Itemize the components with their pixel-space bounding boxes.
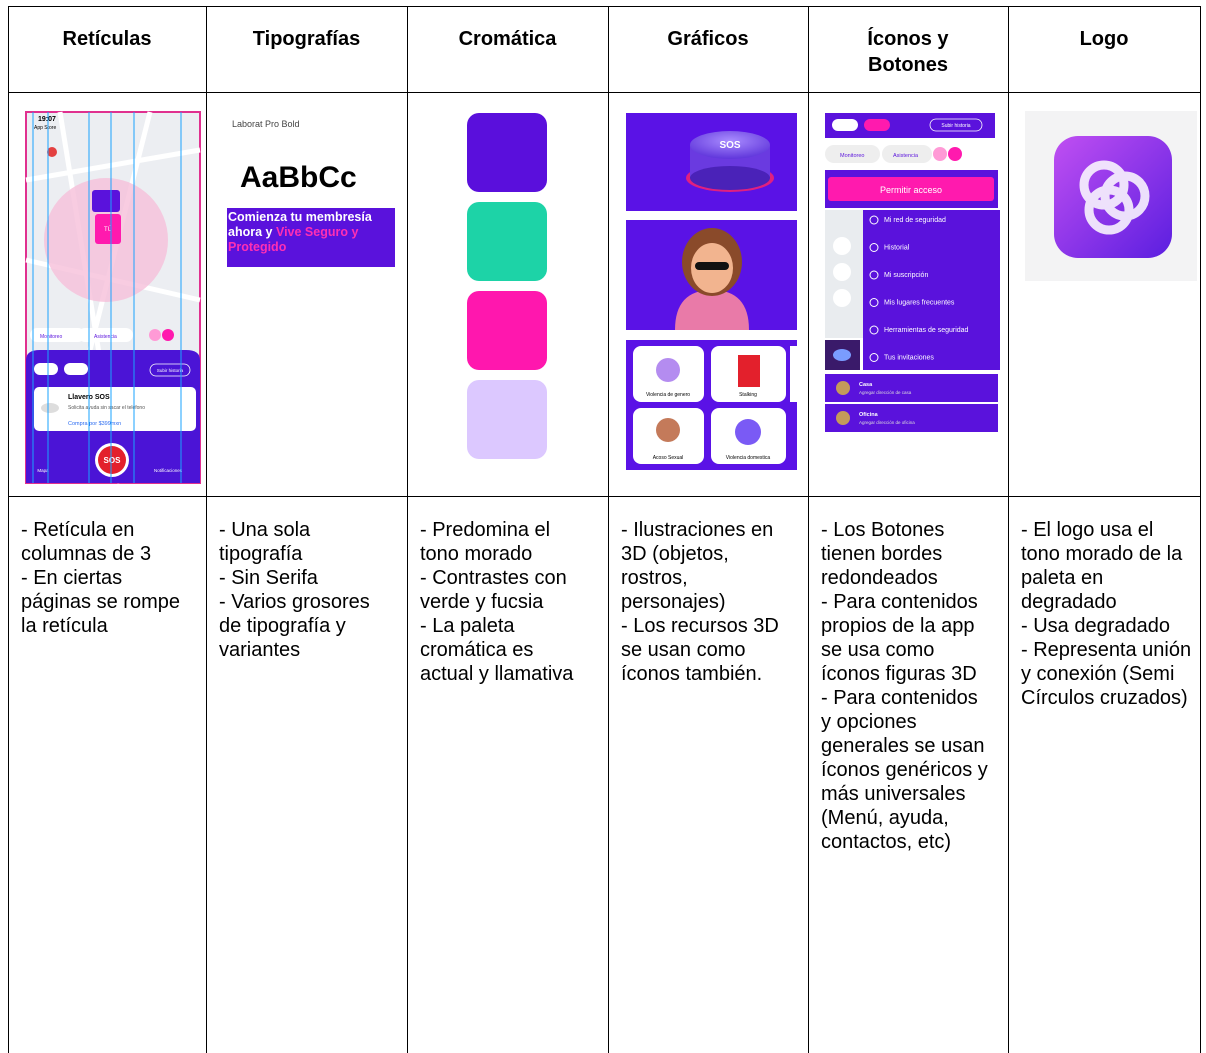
note-line: - Para contenidos y opciones generales s… <box>821 687 988 853</box>
graphics-sample: SOS Violencia de genero Stalking Acoso S… <box>626 113 797 470</box>
notes-cell: - Una sola tipografía - Sin Serifa - Vario… <box>219 518 391 662</box>
column-border <box>206 6 207 1053</box>
note-line: - Los Botones tienen bordes redondeados <box>821 519 945 589</box>
place-hint: Agregar dirección de casa <box>859 390 912 395</box>
row-border <box>8 496 1201 497</box>
menu: Mi red de seguridad Historial Mi suscripci… <box>869 215 969 362</box>
row-border <box>8 6 1201 7</box>
note-line: - Varios grosores de tipografía y varian… <box>219 591 370 661</box>
note-line: - En ciertas páginas se rompe la retícul… <box>21 567 180 637</box>
notes-cell: - El logo usa el tono morado de la palet… <box>1021 518 1193 710</box>
note-line: - Representa unión y conexión (Semi Círc… <box>1021 639 1192 709</box>
column-border <box>1200 6 1201 1053</box>
chip: Monitoreo <box>840 153 864 159</box>
note-line: - Usa degradado <box>1021 615 1170 637</box>
note-line: - Predomina el tono morado <box>420 519 551 565</box>
menu-item: Mi suscripción <box>884 272 928 279</box>
menu-item: Mi red de seguridad <box>884 217 946 224</box>
tab: Notificaciones <box>154 468 183 473</box>
column-header: Cromática <box>458 28 557 50</box>
place-name: Casa <box>859 382 873 388</box>
notes-cell: - Retícula en columnas de 3- En ciertas … <box>21 518 193 638</box>
menu-item: Historial <box>884 245 910 252</box>
graphic-sos: SOS <box>719 140 740 151</box>
menu-item: Tus invitaciones <box>884 355 934 362</box>
button: Subir historia <box>941 123 970 129</box>
icons-sample: Subir historia Monitoreo Asistencia Perm… <box>825 113 1000 432</box>
column-border <box>8 6 9 1053</box>
sos-link: Compra por $399mxn <box>68 421 121 427</box>
column-header: Íconos y Botones <box>867 28 949 76</box>
note-line: - El logo usa el tono morado de la palet… <box>1021 519 1183 613</box>
note-line: - Sin Serifa <box>219 567 318 589</box>
cta: Permitir acceso <box>880 185 942 195</box>
back: App Store <box>34 125 56 131</box>
row-border <box>8 92 1201 93</box>
card-label: Violencia de genero <box>646 392 690 398</box>
column-border <box>808 6 809 1053</box>
sos-title: Llavero SOS <box>68 394 110 401</box>
column-header: Logo <box>1079 28 1129 50</box>
menu-icon <box>869 270 879 280</box>
column-header: Retículas <box>62 28 152 50</box>
menu-icon <box>869 353 879 362</box>
font-name: Laborat Pro Bold <box>232 119 300 129</box>
banner-text: Comienza tu membresía ahora y <box>228 210 372 239</box>
button: Subir historia <box>157 368 184 373</box>
time: 19:07 <box>38 116 56 123</box>
sos-button: SOS <box>104 456 122 465</box>
menu-icon <box>869 325 879 335</box>
grid-sample: TÚ 19:07 App Store Monitoreo Asistencia … <box>25 111 201 484</box>
tab: Mapa <box>37 468 49 473</box>
menu-item: Mis lugares frecuentes <box>884 300 955 307</box>
card-label: Violencia domestica <box>726 455 771 461</box>
menu-icon <box>869 215 879 225</box>
menu-item: Herramientas de seguridad <box>884 327 969 334</box>
note-line: - Ilustraciones en 3D (objetos, rostros,… <box>621 519 774 613</box>
note-line: - Contrastes con verde y fucsia <box>420 567 567 613</box>
chip: Asistencia <box>94 334 117 340</box>
banner-highlight: Vive Seguro y Protegido <box>228 225 359 254</box>
menu-icon <box>869 243 879 252</box>
card-label: Acoso Sexual <box>653 455 684 461</box>
place-hint: Agregar dirección de oficina <box>859 420 915 425</box>
column-header: Gráficos <box>667 28 749 50</box>
logo <box>1025 111 1197 281</box>
notes-cell: - Predomina el tono morado - Contrastes c… <box>420 518 592 686</box>
column-border <box>1008 6 1009 1053</box>
chip: Asistencia <box>893 153 919 159</box>
column-border <box>608 6 609 1053</box>
card-label: Stalking <box>739 392 757 398</box>
menu-icon <box>869 298 879 307</box>
specimen: AaBbCc <box>240 161 357 194</box>
notes-cell: - Los Botones tienen bordes redondeados -… <box>821 518 993 854</box>
sos-text: Solicita ayuda sin sacar el teléfono <box>68 405 145 411</box>
note-line: - Una sola tipografía <box>219 519 311 565</box>
column-header: Tipografías <box>252 28 361 50</box>
palette <box>467 113 547 459</box>
note-line: - La paleta cromática es actual y llamat… <box>420 615 574 685</box>
note-line: - Los recursos 3D se usan como íconos ta… <box>621 615 779 685</box>
column-border <box>407 6 408 1053</box>
you-label: TÚ <box>104 226 112 233</box>
type-banner: Comienza tu membresía ahora y Vive Segur… <box>227 208 395 267</box>
note-line: - Retícula en columnas de 3 <box>21 519 152 565</box>
place-name: Oficina <box>859 412 879 418</box>
note-line: - Para contenidos propios de la app se u… <box>821 591 978 685</box>
notes-cell: - Ilustraciones en 3D (objetos, rostros,… <box>621 518 793 686</box>
chip: Monitoreo <box>40 334 62 340</box>
